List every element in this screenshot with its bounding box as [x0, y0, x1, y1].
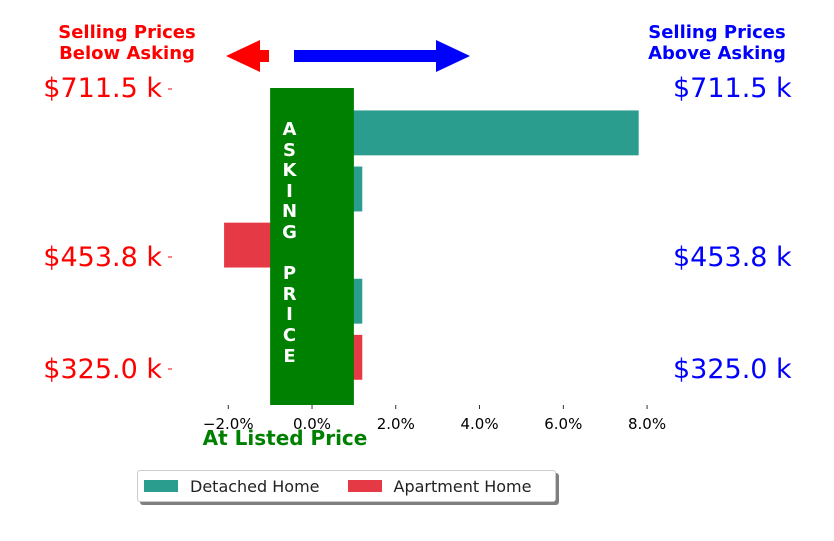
above-asking-header-line2: Above Asking	[648, 43, 786, 64]
x-tick-label-5: 6.0%	[544, 415, 582, 433]
x-tick-label-2: 0.0%	[293, 415, 331, 433]
asking-price-letter-9: R	[282, 283, 298, 305]
below-asking-header-line2: Below Asking	[59, 43, 195, 64]
asking-price-letter-11: C	[282, 324, 298, 346]
asking-price-letter-6: G	[282, 221, 298, 243]
asking-price-letter-2: S	[283, 139, 297, 161]
price-label-right-high: $711.5 k	[673, 73, 792, 104]
legend-label-detached: Detached Home	[190, 476, 320, 496]
above-asking-header: Selling Prices Above Asking	[602, 22, 832, 64]
x-tick-label-6: 8.0%	[628, 415, 666, 433]
asking-price-band	[270, 88, 354, 405]
x-tick-label-1: −2.0%	[203, 415, 254, 433]
price-label-right-low: $325.0 k	[673, 354, 792, 385]
x-axis: −2.0% 0.0% 2.0% 4.0% 6.0% 8.0%	[203, 405, 666, 433]
asking-price-letter-5: N	[281, 201, 299, 223]
legend: Detached Home Apartment Home	[137, 470, 556, 502]
x-tick-label-3: 2.0%	[377, 415, 415, 433]
asking-price-letter-12: E	[283, 345, 297, 367]
price-label-left-mid: $453.8 k	[43, 242, 162, 273]
asking-price-letter-3: K	[282, 160, 298, 182]
legend-item-apartment: Apartment Home	[347, 476, 532, 496]
above-asking-header-line1: Selling Prices	[648, 22, 786, 43]
asking-price-letter-4: I	[286, 180, 294, 202]
x-axis-label: At Listed Price	[202, 426, 368, 450]
asking-price-letter-8: P	[282, 263, 298, 285]
asking-price-letter-7	[244, 244, 336, 265]
y-tick-marks	[168, 88, 172, 370]
bar-1	[312, 110, 639, 156]
price-label-left-low: $325.0 k	[43, 354, 162, 385]
below-asking-header: Selling Prices Below Asking	[20, 22, 234, 64]
left-arrow-icon	[226, 40, 269, 72]
legend-swatch-detached	[144, 480, 178, 492]
price-label-left-high: $711.5 k	[43, 73, 162, 104]
legend-item-detached: Detached Home	[144, 477, 320, 496]
price-label-right-mid: $453.8 k	[673, 242, 792, 273]
x-tick-label-4: 4.0%	[460, 415, 498, 433]
asking-price-letter-1: A	[282, 119, 298, 140]
asking-price-letter-10: I	[286, 304, 294, 326]
legend-swatch-apartment	[347, 480, 382, 492]
right-arrow-icon	[294, 40, 470, 72]
direction-arrows	[226, 40, 470, 72]
below-asking-header-line1: Selling Prices	[58, 22, 196, 43]
legend-label-apartment: Apartment Home	[393, 476, 532, 496]
